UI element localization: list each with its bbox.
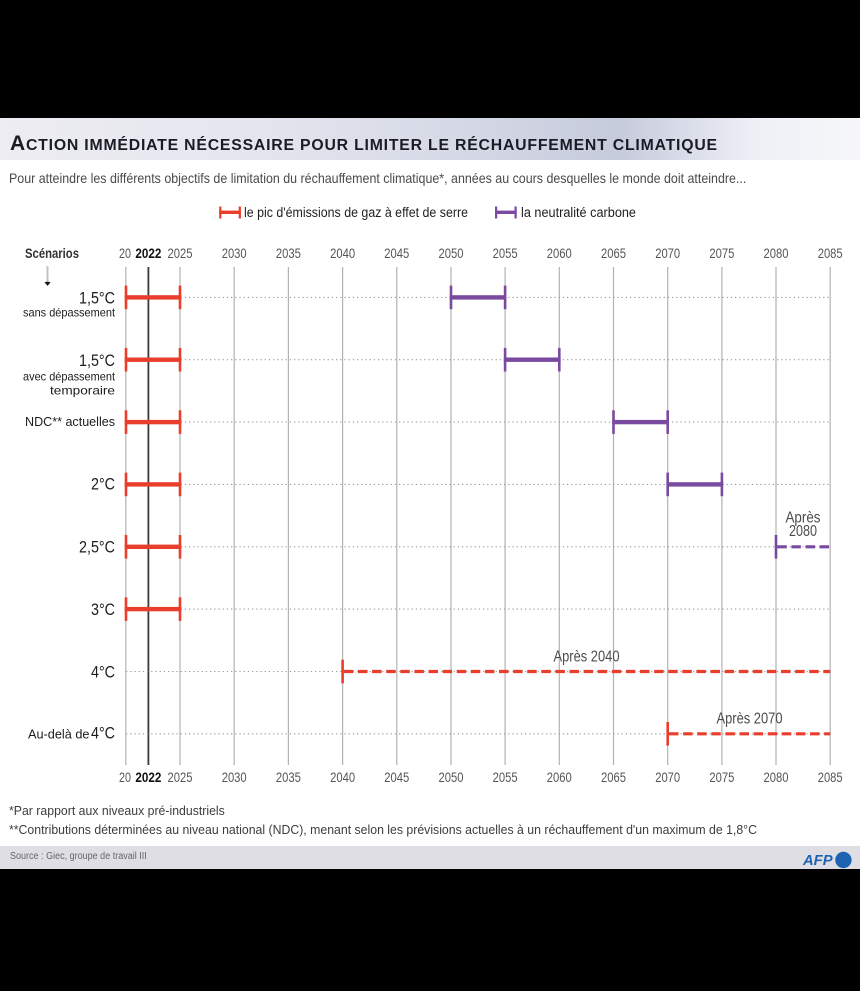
svg-text:Scénarios: Scénarios (25, 246, 79, 261)
svg-text:la neutralité carbone: la neutralité carbone (521, 205, 636, 220)
svg-text:2050: 2050 (439, 245, 464, 261)
svg-text:NDC** actuelles: NDC** actuelles (25, 414, 115, 429)
svg-text:2080: 2080 (764, 769, 789, 785)
svg-text:2070: 2070 (655, 245, 680, 261)
svg-text:2060: 2060 (547, 769, 572, 785)
svg-text:2075: 2075 (709, 769, 734, 785)
svg-text:2030: 2030 (222, 245, 247, 261)
svg-text:2,5°C: 2,5°C (79, 538, 115, 557)
svg-text:2075: 2075 (709, 245, 734, 261)
svg-text:20: 20 (119, 245, 131, 261)
svg-text:2070: 2070 (655, 769, 680, 785)
svg-text:temporaire: temporaire (50, 384, 115, 398)
svg-text:Après 2070: Après 2070 (717, 711, 783, 728)
svg-text:3°C: 3°C (91, 600, 115, 619)
svg-text:2045: 2045 (384, 245, 409, 261)
svg-text:2030: 2030 (222, 769, 247, 785)
svg-text:2065: 2065 (601, 245, 626, 261)
svg-text:2080: 2080 (764, 245, 789, 261)
svg-text:sans dépassement: sans dépassement (23, 306, 116, 320)
svg-text:2085: 2085 (818, 769, 843, 785)
svg-text:4°C: 4°C (91, 663, 115, 682)
svg-text:2022: 2022 (135, 769, 161, 785)
svg-text:2055: 2055 (493, 245, 518, 261)
svg-text:le pic d'émissions de gaz à ef: le pic d'émissions de gaz à effet de ser… (244, 205, 468, 220)
svg-text:avec dépassement: avec dépassement (23, 370, 116, 384)
svg-text:2060: 2060 (547, 245, 572, 261)
svg-text:2022: 2022 (135, 245, 161, 261)
svg-text:2040: 2040 (330, 245, 355, 261)
svg-text:2025: 2025 (168, 769, 193, 785)
svg-text:2085: 2085 (818, 245, 843, 261)
svg-text:4°C: 4°C (91, 724, 115, 743)
svg-text:2040: 2040 (330, 769, 355, 785)
svg-text:2055: 2055 (493, 769, 518, 785)
svg-text:2035: 2035 (276, 245, 301, 261)
svg-text:AFP: AFP (802, 853, 833, 869)
svg-text:Après 2040: Après 2040 (554, 649, 620, 666)
svg-text:Au-delà de: Au-delà de (28, 727, 90, 741)
svg-text:Après: Après (786, 510, 821, 527)
svg-text:1,5°C: 1,5°C (79, 289, 115, 308)
svg-text:2045: 2045 (384, 769, 409, 785)
svg-text:2050: 2050 (439, 769, 464, 785)
svg-text:20: 20 (119, 769, 131, 785)
svg-text:2035: 2035 (276, 769, 301, 785)
svg-text:2065: 2065 (601, 769, 626, 785)
svg-text:1,5°C: 1,5°C (79, 351, 115, 370)
svg-text:2°C: 2°C (91, 475, 115, 494)
svg-text:2025: 2025 (168, 245, 193, 261)
svg-text:2080: 2080 (789, 523, 817, 540)
